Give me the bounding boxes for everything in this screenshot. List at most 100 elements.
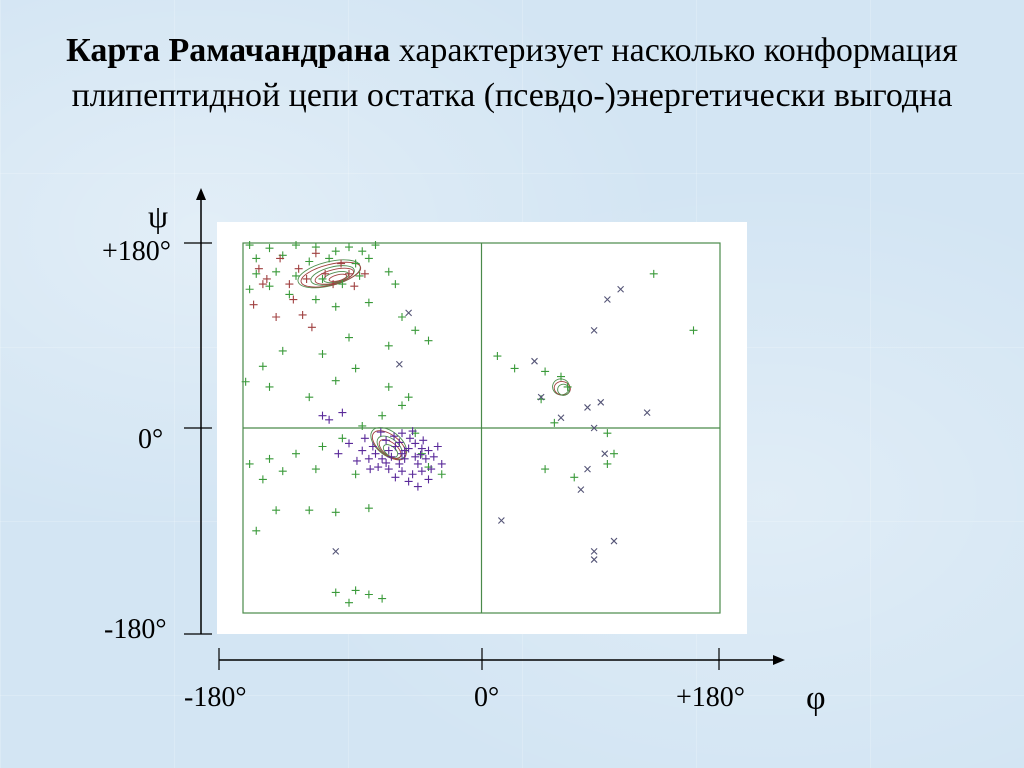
point-green-54	[351, 470, 360, 479]
point-purple-18	[364, 454, 373, 463]
point-purple-6	[411, 452, 420, 461]
point-green-61	[331, 508, 340, 517]
point-gray-3	[531, 357, 538, 365]
point-purple-46	[382, 458, 391, 467]
point-green-44	[378, 411, 387, 420]
point-green-29	[411, 326, 420, 335]
point-green-67	[378, 594, 387, 603]
point-green-71	[541, 367, 550, 376]
point-green-0	[245, 241, 254, 250]
point-green-12	[351, 259, 360, 268]
marker-group	[241, 241, 698, 607]
point-purple-0	[411, 439, 420, 448]
point-green-21	[391, 280, 400, 289]
point-gray-14	[590, 547, 598, 555]
point-purple-27	[345, 439, 353, 448]
point-purple-16	[421, 454, 430, 463]
x-tick-label-mid: 0°	[474, 682, 500, 713]
point-brown-16	[272, 313, 281, 321]
point-green-82	[689, 326, 698, 335]
point-green-4	[331, 247, 340, 256]
point-green-5	[345, 243, 353, 252]
contour-group	[297, 259, 571, 461]
point-purple-26	[352, 456, 361, 465]
point-gray-12	[497, 517, 505, 524]
point-brown-5	[302, 274, 311, 283]
point-green-8	[252, 254, 261, 263]
point-purple-44	[400, 446, 409, 455]
point-gray-0	[617, 285, 625, 293]
point-green-47	[318, 442, 327, 451]
point-green-77	[610, 449, 618, 458]
contour-alpha-3	[378, 439, 402, 459]
point-brown-8	[329, 280, 338, 289]
point-green-15	[272, 267, 281, 276]
point-green-48	[292, 449, 300, 458]
point-green-26	[331, 302, 340, 311]
point-green-18	[338, 280, 347, 289]
point-gray-19	[395, 360, 403, 368]
point-gray-18	[405, 309, 413, 317]
point-gray-8	[590, 424, 598, 432]
point-brown-10	[345, 269, 353, 278]
point-purple-45	[416, 450, 425, 459]
point-brown-6	[311, 249, 320, 258]
point-brown-15	[307, 323, 316, 332]
point-green-80	[603, 459, 612, 468]
contour-beta-5	[328, 273, 348, 282]
point-green-76	[603, 429, 612, 438]
point-purple-28	[334, 449, 343, 458]
contour-alpha-4	[382, 444, 399, 458]
point-purple-11	[371, 449, 380, 458]
point-green-41	[384, 382, 393, 391]
point-gray-15	[332, 547, 340, 555]
point-gray-7	[597, 398, 605, 406]
title-bold: Карта Рамачандрана	[66, 32, 391, 69]
point-green-10	[305, 257, 314, 266]
point-purple-47	[395, 438, 404, 447]
point-green-56	[437, 470, 446, 479]
point-green-66	[364, 590, 373, 599]
point-green-63	[252, 526, 261, 535]
point-green-22	[245, 285, 254, 294]
point-purple-34	[419, 436, 428, 445]
point-purple-40	[413, 482, 422, 491]
x-tick-label-right: +180°	[676, 682, 745, 713]
point-green-69	[493, 352, 502, 361]
point-green-36	[241, 377, 250, 386]
point-gray-1	[603, 296, 611, 303]
point-purple-22	[408, 470, 417, 479]
point-green-68	[345, 598, 353, 607]
point-green-16	[292, 271, 300, 280]
point-green-19	[355, 271, 364, 280]
point-green-24	[285, 290, 294, 299]
point-gray-13	[610, 537, 618, 545]
point-green-37	[265, 382, 274, 391]
point-green-33	[318, 350, 327, 358]
point-purple-37	[391, 473, 400, 482]
point-purple-35	[433, 442, 442, 451]
point-green-52	[258, 475, 267, 484]
point-green-78	[541, 465, 550, 474]
y-axis-arrow	[196, 188, 206, 200]
point-green-81	[649, 269, 658, 278]
point-green-13	[364, 254, 373, 263]
point-brown-18	[249, 300, 258, 309]
point-purple-8	[424, 446, 433, 455]
point-purple-19	[374, 463, 383, 472]
point-purple-31	[318, 411, 327, 420]
point-green-45	[358, 421, 367, 430]
point-purple-33	[408, 427, 417, 436]
point-green-32	[345, 333, 353, 342]
point-green-39	[331, 376, 340, 385]
point-green-35	[258, 362, 267, 371]
title-rest: характеризует насколько конформация плип…	[71, 32, 958, 114]
x-axis-arrow	[773, 655, 785, 665]
point-gray-9	[601, 450, 609, 458]
point-green-59	[272, 506, 281, 515]
point-green-64	[331, 588, 340, 597]
point-gray-10	[584, 465, 591, 473]
point-green-1	[265, 244, 274, 253]
point-purple-3	[391, 442, 400, 451]
point-brown-13	[289, 295, 298, 304]
